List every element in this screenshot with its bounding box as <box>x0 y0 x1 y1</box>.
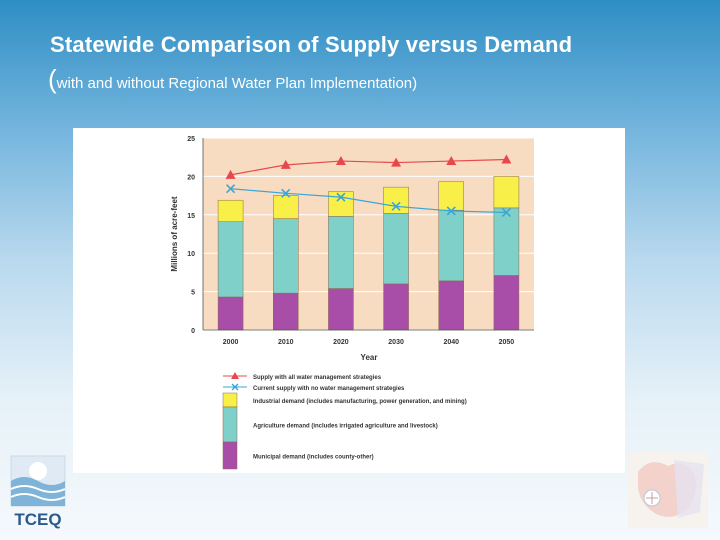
y-axis-label: Millions of acre-feet <box>170 196 179 271</box>
bar-agriculture <box>217 221 244 298</box>
legend-bar-swatch <box>222 406 238 443</box>
bar-industrial <box>438 181 464 211</box>
bar-municipal <box>383 283 409 331</box>
marker-x <box>281 188 291 198</box>
marker-triangle <box>501 154 512 164</box>
bar-industrial <box>273 195 299 219</box>
line-supply-none <box>230 188 507 214</box>
slide-subtitle: (with and without Regional Water Plan Im… <box>48 66 417 93</box>
bar-industrial <box>217 199 244 222</box>
tceq-logo: TCEQ <box>10 455 66 529</box>
bar-municipal <box>438 280 464 331</box>
marker-x <box>501 207 511 218</box>
marker-x <box>336 192 346 202</box>
legend-label: Municipal demand (includes county-other) <box>253 455 374 461</box>
tceq-logo-text: TCEQ <box>14 510 61 529</box>
texas-seal-logo <box>628 452 708 528</box>
slide-title: Statewide Comparison of Supply versus De… <box>50 32 573 57</box>
y-tick-label: 15 <box>187 213 195 220</box>
y-tick-label: 0 <box>191 328 195 335</box>
marker-triangle <box>280 159 291 169</box>
x-tick-label: 2020 <box>333 339 349 346</box>
bar-municipal <box>217 296 244 331</box>
legend-bar-swatch <box>222 392 238 408</box>
marker-triangle <box>225 169 236 179</box>
bar-industrial <box>383 186 409 214</box>
bar-municipal <box>273 292 299 331</box>
bar-agriculture <box>328 216 354 289</box>
texas-seal-icon <box>628 452 708 528</box>
x-tick-label: 2000 <box>223 339 239 346</box>
legend-label: Current supply with no water management … <box>253 386 405 392</box>
x-tick-label: 2030 <box>388 339 404 346</box>
bar-agriculture <box>438 209 464 282</box>
bars-group <box>217 176 520 331</box>
marker-triangle <box>335 156 346 166</box>
legend: Supply with all water management strateg… <box>222 372 467 470</box>
subtitle-text: with and without Regional Water Plan Imp… <box>56 75 418 92</box>
x-tick-label: 2040 <box>443 339 459 346</box>
y-tick-label: 5 <box>191 290 195 297</box>
subtitle-paren: ( <box>48 64 57 94</box>
bar-municipal <box>493 275 520 331</box>
y-tick-label: 10 <box>187 251 195 258</box>
lines-group <box>225 154 512 218</box>
y-tick-label: 25 <box>187 136 195 143</box>
tceq-logo-icon: TCEQ <box>10 455 66 529</box>
marker-x <box>446 206 456 216</box>
legend-label: Agriculture demand (includes irrigated a… <box>253 424 438 430</box>
marker-x <box>226 184 236 194</box>
legend-x-icon <box>231 383 239 391</box>
x-tick-label: 2010 <box>278 339 294 346</box>
line-supply-all <box>230 158 507 176</box>
bar-industrial <box>328 191 354 217</box>
marker-triangle <box>391 157 402 167</box>
legend-bar-swatch <box>222 441 238 470</box>
chart-panel: 0 5 10 15 20 25 2000 2010 2020 2030 2040 2050 Year … <box>73 128 625 473</box>
legend-label: Supply with all water management strateg… <box>253 375 382 381</box>
plot-background <box>203 138 534 330</box>
legend-label: Industrial demand (includes manufacturin… <box>253 399 467 405</box>
bar-municipal <box>328 288 354 331</box>
axes-group: 0 5 10 15 20 25 2000 2010 2020 2030 2040 2050 <box>187 136 534 346</box>
x-axis-label: Year <box>361 353 378 362</box>
bar-agriculture <box>493 207 520 276</box>
bar-agriculture <box>383 213 409 285</box>
y-tick-label: 20 <box>187 174 195 181</box>
legend-triangle-icon <box>231 372 239 379</box>
bar-industrial <box>493 176 520 209</box>
marker-x <box>391 201 401 211</box>
marker-triangle <box>446 156 457 166</box>
bar-agriculture <box>273 218 299 294</box>
x-tick-label: 2050 <box>499 339 515 346</box>
